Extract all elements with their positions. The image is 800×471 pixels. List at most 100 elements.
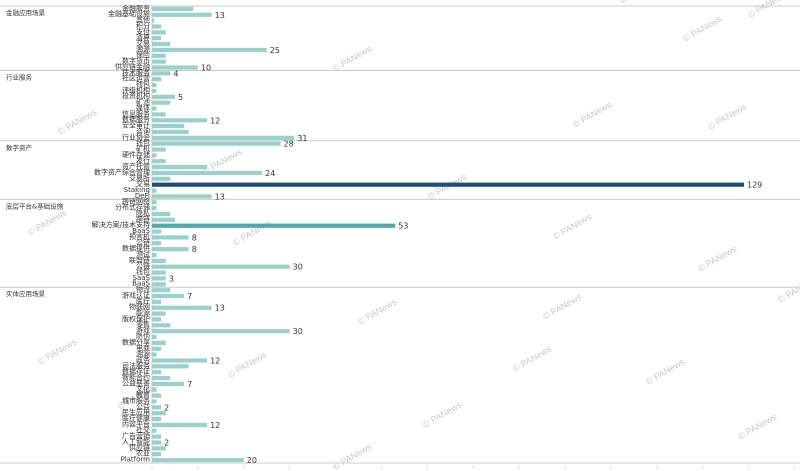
bar (152, 340, 166, 346)
bar (152, 446, 166, 451)
bar (152, 88, 157, 94)
category-label: 钱包 (136, 80, 150, 89)
bar (152, 323, 171, 328)
bar (152, 36, 162, 41)
category-label: Staking (124, 186, 150, 194)
category-label: 人工智能 (122, 437, 150, 446)
bar (152, 47, 267, 53)
category-label: 交易所 (129, 173, 150, 182)
bar (152, 106, 157, 111)
value-label: 13 (215, 192, 225, 201)
category-label: 医疗健康 (122, 413, 150, 422)
watermark: © PANews (706, 101, 749, 131)
bar (152, 165, 208, 170)
category-label: 评级机构 (122, 85, 150, 94)
watermark: © PANews (231, 217, 274, 247)
bar (152, 147, 166, 152)
category-label: 农业 (136, 449, 150, 458)
watermark: © PANews (511, 343, 554, 373)
bars (152, 6, 744, 463)
category-label: 隐私 (136, 208, 150, 217)
bar (152, 59, 166, 64)
bar (152, 358, 208, 363)
watermark: © PANews (331, 441, 374, 471)
bar (152, 282, 166, 287)
bar (152, 53, 166, 58)
bar (152, 247, 189, 252)
category-label: 跨链 (136, 214, 150, 223)
category-label: 电商 (136, 343, 150, 352)
bar (152, 440, 162, 445)
category-label: 溯源 (136, 349, 150, 358)
category-label: 能源 (136, 308, 150, 317)
category-label: 支付 (136, 27, 150, 36)
category-label: BaaS (132, 227, 150, 235)
category-label: 公益 (136, 402, 150, 411)
category-label: 数据服务 (122, 115, 150, 124)
bar (152, 200, 157, 205)
bar (152, 293, 185, 299)
category-label: 公链 (136, 261, 150, 270)
category-label: 交易 (136, 179, 150, 188)
category-label: 安全审计 (122, 121, 150, 130)
bar (152, 135, 295, 140)
category-label: 咨询 (136, 126, 150, 135)
category-label: 矿池 (136, 97, 150, 106)
category-labels: 金融服务金融基础设施其他积分支付清算交易溯源保险数字货币供应链金融技术服务社区运… (92, 3, 151, 463)
category-label: 公益慈善 (122, 378, 150, 387)
category-label: 公链 (136, 238, 150, 247)
bar (152, 452, 162, 457)
value-label: 12 (210, 356, 220, 365)
category-label: 防伪 (136, 331, 150, 340)
watermark: © PANews (541, 291, 584, 321)
value-label: 30 (293, 327, 303, 336)
category-label: 测试 (136, 249, 150, 258)
bar (152, 18, 155, 23)
category-label: 游戏认证 (122, 290, 150, 299)
category-label: 其他 (136, 15, 150, 24)
group-dividers (0, 5, 800, 469)
category-label: 投资机构 (122, 91, 150, 100)
bar (152, 311, 166, 316)
watermark: © PANews (571, 99, 614, 129)
bar (152, 329, 290, 334)
category-label: 物流 (136, 285, 150, 294)
category-label: 医疗 (136, 296, 150, 305)
bar (152, 211, 171, 217)
category-label: 数据分享 (122, 337, 150, 346)
bar (152, 416, 162, 422)
watermark: © PANews (644, 356, 687, 386)
watermark: © PANews (356, 296, 399, 326)
bar (152, 30, 166, 35)
value-label: 5 (178, 93, 183, 102)
category-label: 社区运营 (122, 74, 150, 83)
category-label: 技术服务 (122, 68, 150, 77)
category-label: 跨链网络 (122, 197, 150, 206)
bar (152, 118, 208, 123)
bar (152, 182, 744, 187)
category-label: 钱包 (136, 138, 150, 147)
value-label: 7 (187, 292, 192, 301)
category-label: 智能合约 (122, 372, 150, 381)
category-label: 数据提供 (122, 244, 150, 253)
value-label: 129 (747, 181, 762, 190)
watermark: © PANews (36, 336, 79, 366)
bar (152, 288, 171, 293)
value-label: 3 (169, 274, 174, 283)
category-label: 保险 (136, 50, 150, 59)
bar (152, 381, 185, 387)
watermark: © PANews (421, 399, 464, 429)
category-label: 文化 (136, 384, 150, 393)
category-label: 分布式存储 (115, 203, 150, 212)
watermark: © PANews (618, 0, 661, 6)
category-label: 政务 (136, 355, 150, 364)
category-label: 物联网 (129, 302, 150, 311)
category-label: 矿机 (136, 144, 150, 153)
category-label: 版权保护 (122, 314, 150, 323)
group-label: 金融应用场景 (6, 8, 46, 17)
bar (152, 82, 157, 88)
category-label: 金融服务 (122, 3, 150, 12)
value-label: 2 (164, 438, 169, 447)
watermark: © PANews (226, 349, 269, 379)
group-label: 行业服务 (6, 72, 33, 81)
